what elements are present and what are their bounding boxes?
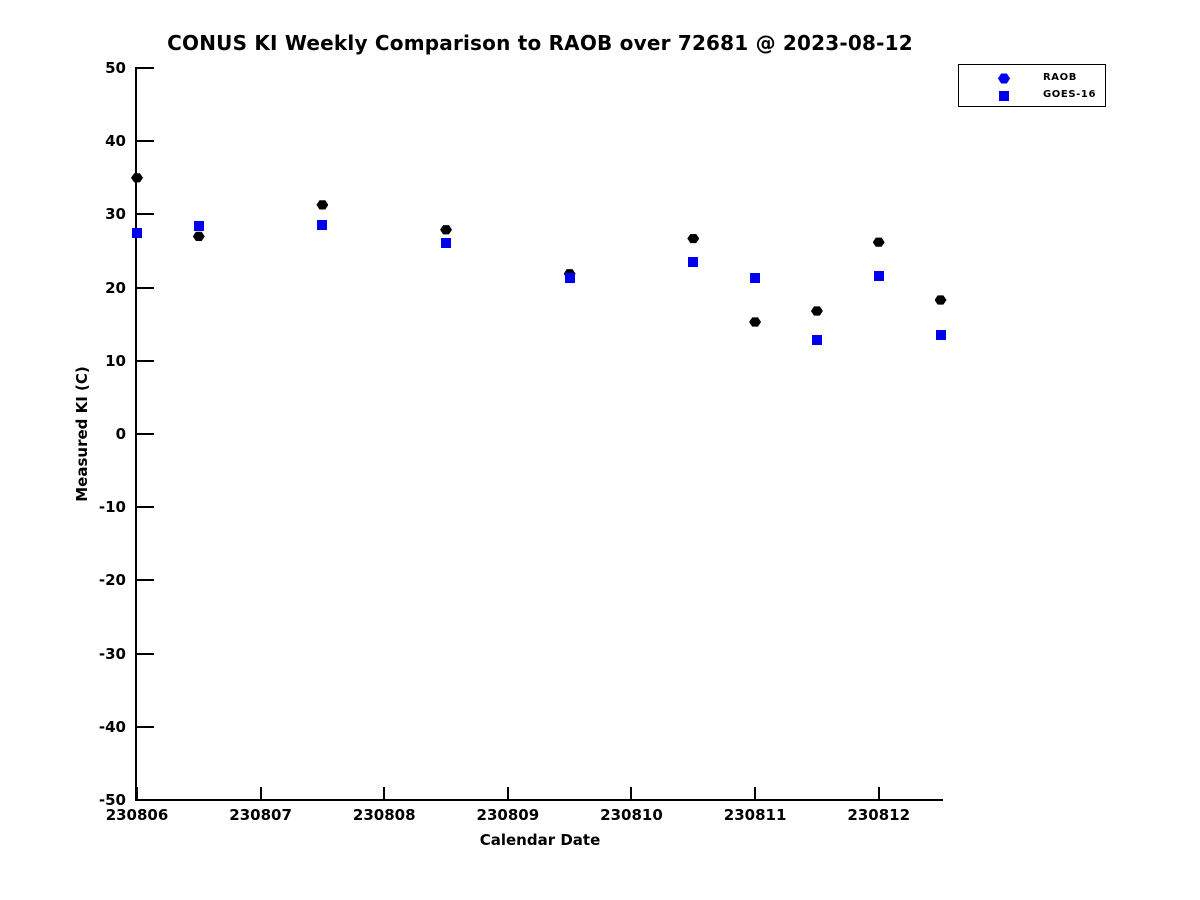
y-tick-label: -30 (98, 644, 126, 663)
y-tick-label: -20 (98, 571, 126, 590)
goes-16-legend-marker-icon (999, 91, 1009, 101)
x-tick-label: 230811 (723, 806, 787, 824)
x-tick-label: 230812 (847, 806, 911, 824)
raob-legend-marker-icon (998, 73, 1010, 84)
goes-16-point (688, 256, 699, 267)
y-tick-label: 0 (115, 425, 126, 443)
x-tick (630, 787, 633, 800)
y-tick (137, 652, 154, 655)
x-tick (136, 787, 138, 800)
x-tick-label: 230807 (229, 806, 292, 824)
x-tick-label: 230806 (105, 806, 169, 824)
x-tick (877, 787, 880, 800)
raob-point (749, 317, 762, 327)
raob-point (687, 233, 700, 244)
y-tick (137, 433, 154, 435)
goes-16-point (811, 335, 822, 346)
goes-16-point (564, 273, 575, 284)
raob-point (934, 295, 947, 305)
y-tick (137, 799, 154, 801)
y-tick-label: -40 (98, 717, 126, 736)
x-tick (754, 787, 757, 800)
x-tick (259, 787, 262, 800)
y-tick (137, 286, 154, 289)
x-tick (506, 787, 509, 800)
y-tick (137, 140, 154, 143)
y-tick (137, 579, 154, 582)
goes-16-point (935, 330, 946, 341)
y-tick-label: -50 (98, 791, 126, 809)
y-tick (137, 725, 154, 728)
x-tick-label: 230808 (352, 806, 416, 824)
y-tick (137, 359, 154, 362)
y-tick (137, 506, 154, 509)
goes-16-legend-label: GOES-16 (1043, 89, 1097, 100)
goes-16-point (873, 270, 884, 281)
raob-legend-label: RAOB (1043, 72, 1077, 83)
legend: RAOB GOES-16 (958, 64, 1106, 107)
y-tick (137, 67, 154, 69)
raob-point (810, 306, 823, 316)
x-tick-label: 230809 (476, 806, 540, 824)
raob-point (872, 237, 885, 247)
raob-point (192, 231, 205, 241)
y-tick-label: 20 (105, 278, 126, 297)
y-tick (137, 213, 154, 216)
goes-16-point (193, 221, 204, 232)
goes-16-point (317, 220, 328, 231)
y-tick-label: -10 (98, 498, 126, 517)
y-tick-label: 30 (105, 205, 126, 224)
goes-16-point (441, 237, 452, 248)
y-tick-label: 10 (105, 351, 126, 370)
x-tick (383, 787, 386, 800)
x-axis-line (135, 799, 943, 801)
y-tick-label: 50 (105, 59, 126, 77)
chart-title: CONUS KI Weekly Comparison to RAOB over … (167, 31, 913, 55)
y-axis-line (135, 67, 137, 801)
goes-16-point (132, 227, 142, 238)
x-tick-label: 230810 (600, 806, 663, 824)
raob-point (131, 173, 143, 183)
y-tick-label: 40 (105, 132, 126, 151)
goes-16-point (750, 273, 761, 284)
x-axis-label: Calendar Date (479, 831, 601, 849)
raob-point (316, 200, 329, 210)
raob-point (440, 225, 453, 235)
